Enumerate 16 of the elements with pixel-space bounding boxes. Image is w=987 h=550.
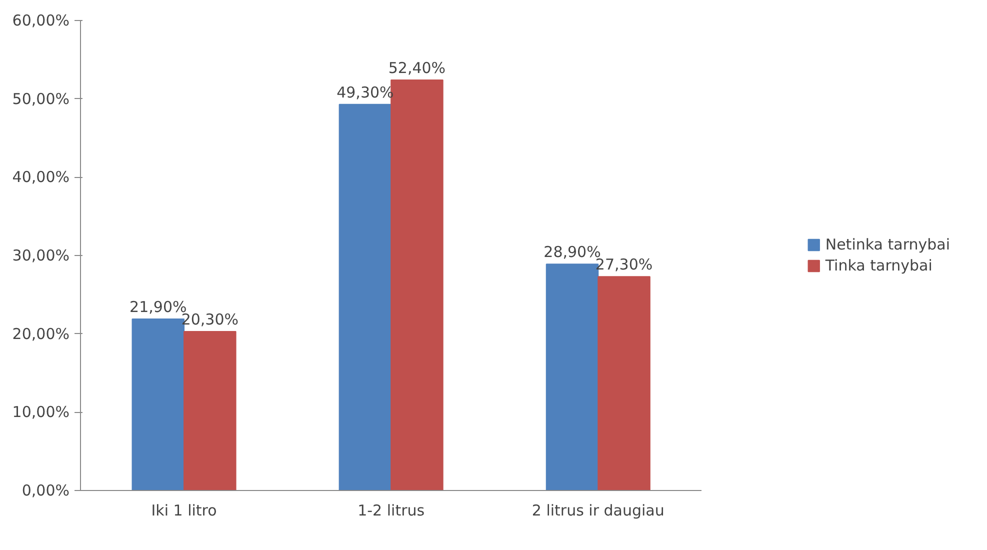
y-tick-label: 60,00% bbox=[12, 12, 70, 30]
y-tick-label: 50,00% bbox=[12, 90, 70, 108]
bar bbox=[184, 330, 236, 490]
x-tick-label: 2 litrus ir daugiau bbox=[532, 502, 664, 520]
x-tick-label: 1-2 litrus bbox=[358, 502, 425, 520]
y-tick-label: 10,00% bbox=[12, 403, 70, 422]
legend-label: Tinka tarnybai bbox=[825, 256, 932, 274]
bar bbox=[598, 276, 650, 490]
y-tick-label: 30,00% bbox=[12, 246, 70, 264]
bar bbox=[338, 104, 392, 490]
y-tick-label: 40,00% bbox=[12, 168, 70, 186]
legend-label: Netinka tarnybai bbox=[825, 236, 950, 254]
data-label: 52,40% bbox=[388, 59, 446, 78]
y-tick-label: 20,00% bbox=[12, 324, 70, 343]
x-tick-label: Iki 1 litro bbox=[151, 502, 217, 520]
y-tick-label: 0,00% bbox=[22, 482, 70, 500]
